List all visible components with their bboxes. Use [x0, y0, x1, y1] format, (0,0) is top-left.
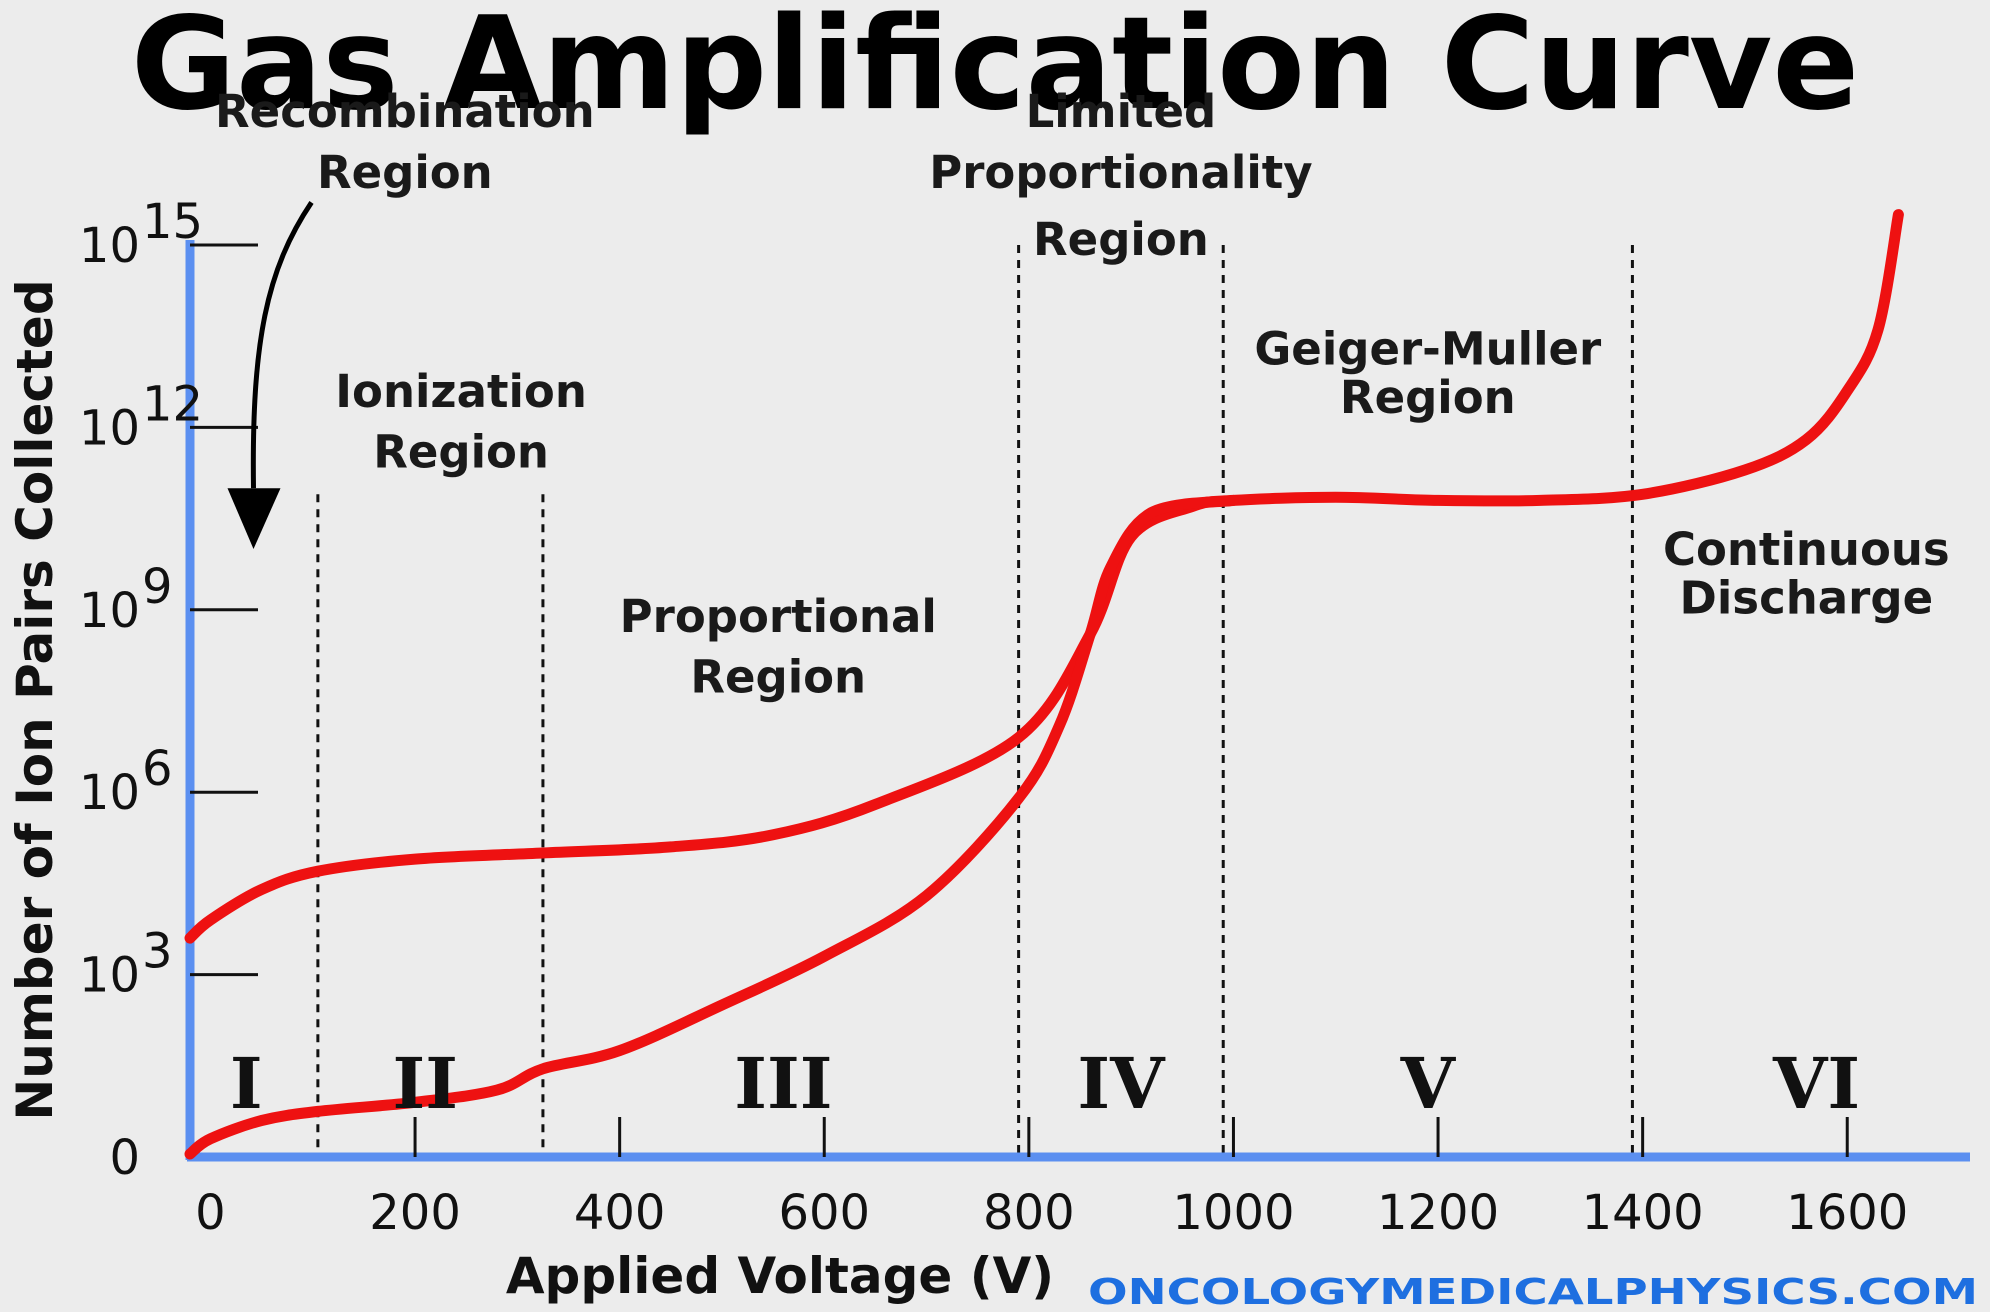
- x-tick-label: 1200: [1377, 1185, 1499, 1241]
- y-tick-exponent: 6: [142, 741, 173, 797]
- x-tick-label: 600: [778, 1185, 870, 1241]
- region-label-text: Continuous: [1663, 523, 1950, 576]
- x-tick-label: 200: [369, 1185, 461, 1241]
- region-numeral: V: [1400, 1042, 1457, 1125]
- y-tick-label: 10: [79, 583, 140, 639]
- region-label-text: Region: [1033, 213, 1209, 266]
- chart-title: Gas Amplification Curve: [131, 0, 1859, 139]
- region-numeral: III: [734, 1042, 832, 1125]
- region-label-text: Discharge: [1680, 572, 1934, 625]
- region-label-text: Proportional: [620, 590, 937, 643]
- region-label-text: Region: [690, 651, 866, 704]
- x-tick-label: 1600: [1786, 1185, 1908, 1241]
- region-labels: I II III IV V VIRecombinationRegionIonization…: [215, 85, 1950, 1125]
- lower-curve-line: [184, 494, 1239, 1160]
- region-label-text: Geiger-Muller: [1254, 322, 1602, 375]
- y-tick-label: 10: [79, 765, 140, 821]
- recombination-arrow-head: [227, 488, 281, 549]
- region-numeral: I: [230, 1042, 263, 1125]
- watermark-logo: ONCOLOGYMEDICALPHYSICS.COM: [1088, 1272, 1978, 1312]
- region-label-text: Region: [317, 146, 493, 199]
- region-numeral: VI: [1772, 1042, 1860, 1125]
- y-tick-exponent: 9: [142, 559, 173, 615]
- x-tick-label: 800: [983, 1185, 1075, 1241]
- y-tick-label: 10: [79, 218, 140, 274]
- y-tick-label: 10: [79, 948, 140, 1004]
- curves: [184, 209, 1904, 1160]
- region-numeral: IV: [1077, 1042, 1166, 1125]
- region-boundaries: [316, 245, 1634, 1157]
- y-axis-title: Number of Ion Pairs Collected: [6, 279, 64, 1120]
- y-tick-label: 0: [109, 1130, 140, 1186]
- y-tick-exponent: 15: [142, 194, 203, 250]
- x-tick-label: 1000: [1172, 1185, 1294, 1241]
- y-tick-exponent: 3: [142, 924, 173, 980]
- x-tick-label: 0: [195, 1185, 226, 1241]
- region-label-text: Recombination: [215, 85, 595, 138]
- region-label-text: Limited: [1026, 85, 1217, 138]
- upper-curve-line: [184, 209, 1904, 944]
- y-tick-label: 10: [79, 400, 140, 456]
- region-label-text: Ionization: [335, 365, 587, 418]
- region-numeral: II: [393, 1042, 459, 1125]
- region-label-text: Region: [373, 426, 549, 479]
- region-label-text: Region: [1340, 371, 1516, 424]
- recombination-arrow-shaft: [250, 201, 314, 489]
- x-tick-label: 1400: [1582, 1185, 1704, 1241]
- y-tick-exponent: 12: [142, 376, 203, 432]
- x-tick-label: 400: [574, 1185, 666, 1241]
- region-label-text: Proportionality: [929, 146, 1312, 199]
- x-axis-title: Applied Voltage (V): [506, 1247, 1054, 1305]
